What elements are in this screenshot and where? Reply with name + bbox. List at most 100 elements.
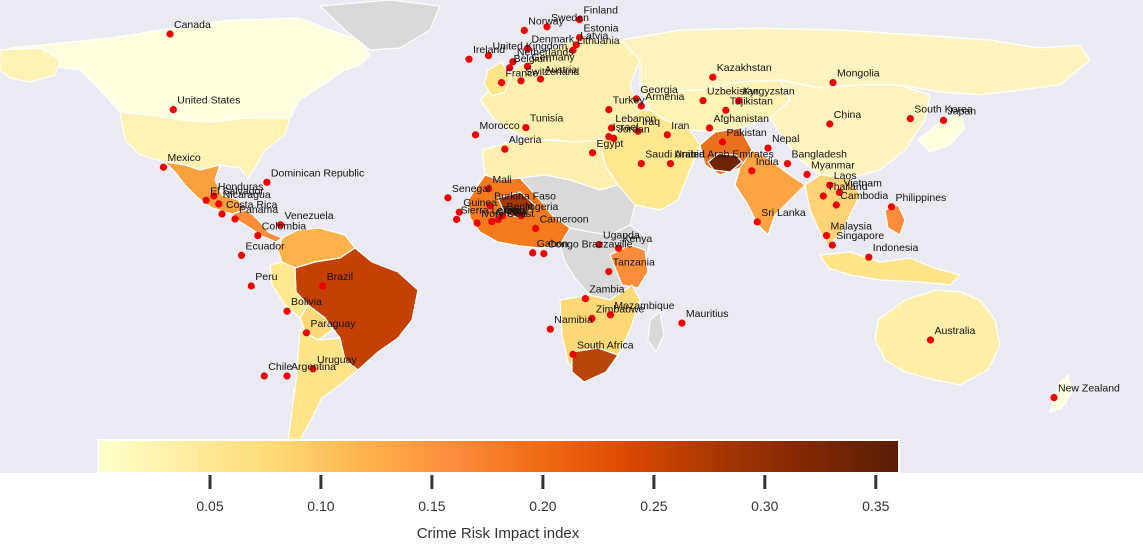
marker-sierra-leone bbox=[453, 215, 461, 223]
colorbar-tick-label: 0.05 bbox=[196, 498, 223, 514]
label-jordan: Jordan bbox=[618, 123, 650, 135]
canada-region bbox=[9, 17, 371, 123]
colorbar-gradient bbox=[99, 441, 898, 472]
marker-thailand bbox=[819, 192, 827, 200]
marker-myanmar bbox=[803, 170, 811, 178]
marker-honduras bbox=[210, 192, 218, 200]
label-iraq: Iraq bbox=[642, 116, 660, 128]
mexico-region bbox=[163, 161, 246, 215]
label-sweden: Sweden bbox=[551, 12, 589, 24]
marker-burkina-faso bbox=[486, 202, 494, 210]
marker-turkey bbox=[605, 106, 613, 114]
label-nepal: Nepal bbox=[772, 133, 799, 145]
label-india: India bbox=[756, 156, 779, 168]
marker-indonesia bbox=[865, 253, 873, 261]
label-south-korea: South Korea bbox=[914, 104, 973, 116]
label-tunisia: Tunisia bbox=[530, 113, 564, 125]
label-honduras: Honduras bbox=[218, 181, 264, 193]
marker-finland bbox=[575, 16, 584, 24]
afghanistan-core-region bbox=[707, 153, 743, 173]
label-thailand: Thailand bbox=[827, 181, 867, 193]
label-brazil: Brazil bbox=[327, 271, 353, 283]
marker-estonia bbox=[575, 34, 584, 42]
label-france: France bbox=[506, 68, 539, 80]
marker-afghanistan bbox=[705, 124, 714, 132]
label-kazakhstan: Kazakhstan bbox=[717, 62, 772, 74]
marker-nicaragua bbox=[215, 200, 223, 208]
marker-ghana bbox=[488, 218, 496, 226]
marker-germany bbox=[523, 62, 532, 70]
marker-kazakhstan bbox=[709, 73, 717, 81]
label-myanmar: Myanmar bbox=[811, 159, 855, 171]
australia-region bbox=[874, 289, 1001, 386]
philippines-region bbox=[884, 204, 906, 236]
marker-morocco bbox=[471, 131, 480, 139]
marker-ivory-coast bbox=[473, 219, 481, 227]
label-georgia: Georgia bbox=[640, 84, 678, 96]
alaska-region bbox=[0, 47, 61, 83]
colorbar-tick-label: 0.30 bbox=[751, 498, 778, 514]
marker-gabon bbox=[529, 249, 537, 257]
marker-tajikistan bbox=[722, 106, 730, 114]
label-vietnam: Vietnam bbox=[844, 177, 883, 189]
label-guinea: Guinea bbox=[463, 197, 497, 209]
marker-saudi-arabia bbox=[637, 160, 645, 168]
label-cameroon: Cameroon bbox=[540, 213, 589, 225]
label-nicaragua: Nicaragua bbox=[223, 189, 271, 201]
marker-chile bbox=[260, 372, 268, 380]
marker-uzbekistan bbox=[699, 97, 707, 105]
marker-malaysia bbox=[822, 232, 831, 240]
united-states-region bbox=[119, 111, 291, 180]
label-laos: Laos bbox=[834, 170, 857, 182]
label-united-arab-emirates: United Arab Emirates bbox=[675, 149, 774, 161]
south-africa-region bbox=[571, 347, 619, 383]
label-denmark: Denmark bbox=[532, 33, 575, 45]
marker-armenia bbox=[637, 102, 645, 110]
label-tanzania: Tanzania bbox=[613, 257, 655, 269]
label-pakistan: Pakistan bbox=[727, 127, 767, 139]
marker-mauritius bbox=[678, 319, 686, 327]
label-norway: Norway bbox=[528, 15, 564, 27]
marker-uganda bbox=[595, 241, 603, 249]
land-masses bbox=[0, 0, 1091, 441]
marker-japan bbox=[939, 116, 948, 124]
marker-sri-lanka bbox=[753, 218, 761, 226]
label-panama: Panama bbox=[239, 204, 278, 216]
label-germany: Germany bbox=[532, 51, 576, 63]
country-markers bbox=[159, 16, 1058, 402]
label-finland: Finland bbox=[584, 5, 619, 17]
marker-mali bbox=[484, 185, 493, 193]
marker-united-arab-emirates bbox=[666, 160, 675, 168]
label-ireland: Ireland bbox=[473, 44, 505, 56]
label-canada: Canada bbox=[174, 19, 211, 31]
marker-paraguay bbox=[302, 329, 311, 337]
marker-zambia bbox=[581, 295, 590, 303]
marker-laos bbox=[826, 181, 834, 189]
below-map-background bbox=[0, 473, 1143, 547]
marker-costa-rica bbox=[218, 210, 226, 218]
marker-south-korea bbox=[906, 115, 914, 123]
label-ghana: Ghana bbox=[496, 207, 528, 219]
label-venezuela: Venezuela bbox=[285, 210, 334, 222]
marker-austria bbox=[536, 75, 545, 83]
label-kyrgyzstan: Kyrgyzstan bbox=[743, 86, 795, 98]
marker-cambodia bbox=[832, 201, 840, 209]
marker-uruguay bbox=[309, 365, 317, 373]
greenland-region bbox=[318, 0, 441, 51]
colorbar-ticks: 0.05 0.10 0.15 0.20 0.25 0.30 0.35 bbox=[196, 475, 890, 514]
label-bangladesh: Bangladesh bbox=[792, 149, 848, 161]
label-mexico: Mexico bbox=[168, 152, 201, 164]
label-togo: Togo bbox=[502, 204, 525, 216]
marker-sweden bbox=[543, 23, 551, 31]
marker-jordan bbox=[610, 134, 618, 142]
marker-south-africa bbox=[569, 350, 577, 358]
label-philippines: Philippines bbox=[896, 192, 947, 204]
marker-mexico bbox=[159, 163, 168, 171]
label-burkina-faso: Burkina Faso bbox=[494, 191, 556, 203]
label-netherlands: Netherlands bbox=[517, 47, 574, 59]
marker-argentina bbox=[283, 372, 291, 380]
colorbar-title: Crime Risk Impact index bbox=[417, 525, 580, 542]
korea-japan-region bbox=[917, 111, 966, 153]
label-dominican-republic: Dominican Republic bbox=[271, 167, 364, 179]
label-chile: Chile bbox=[268, 361, 292, 373]
